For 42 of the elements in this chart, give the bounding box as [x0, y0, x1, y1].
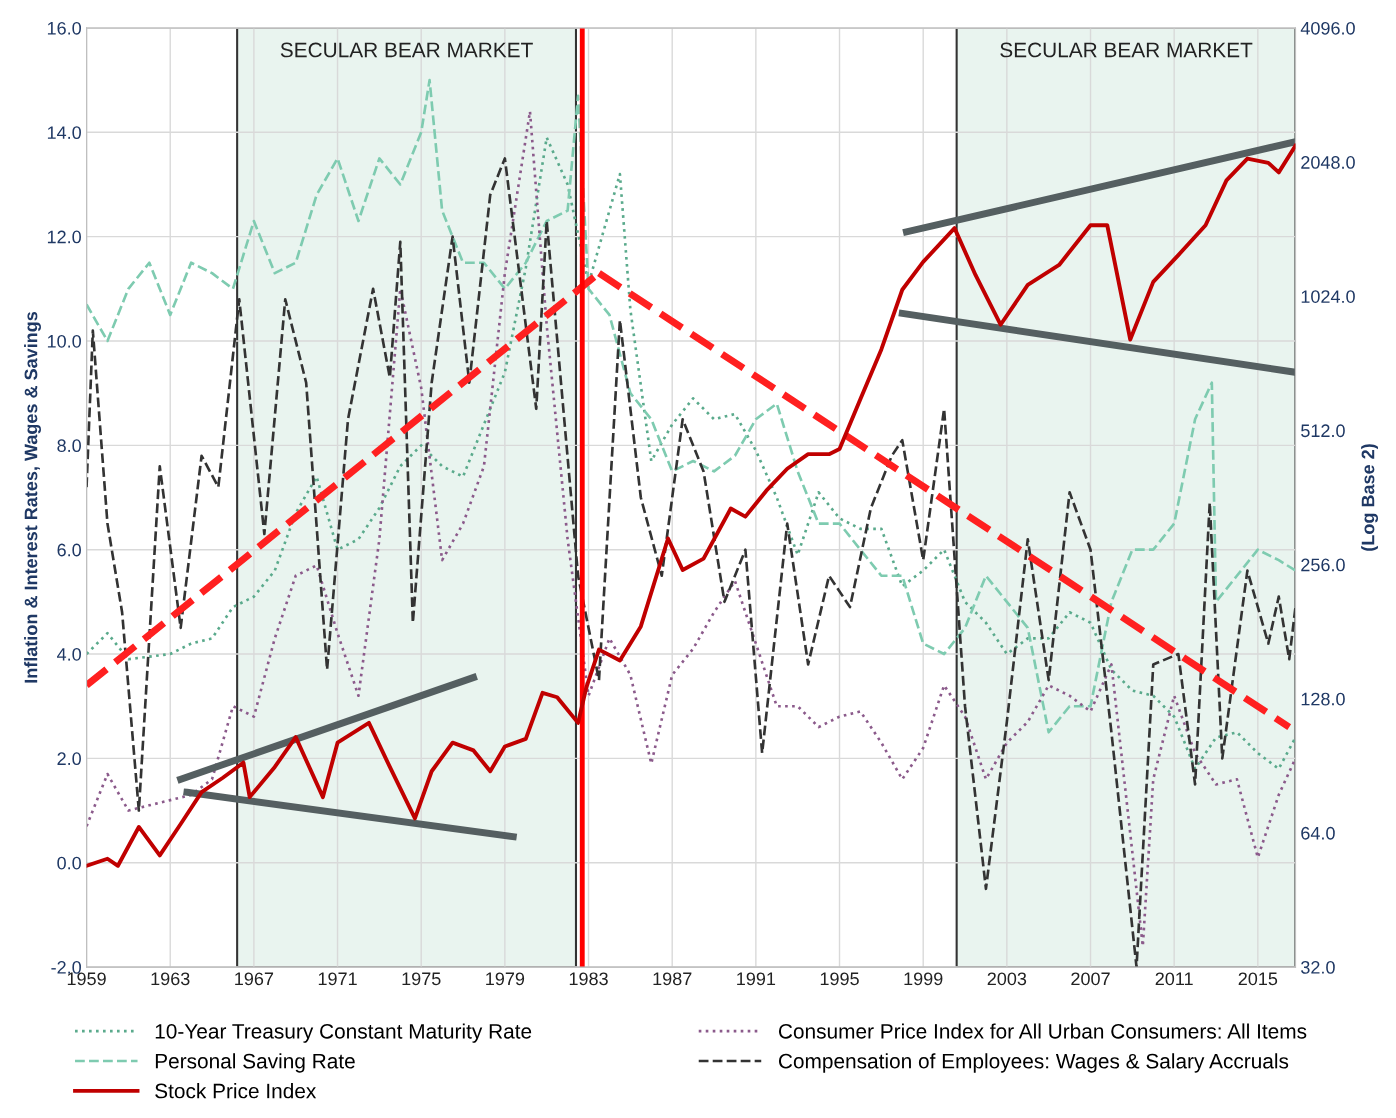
x-tick-label: 1987 — [653, 972, 692, 986]
x-tick-label: 1979 — [486, 972, 525, 986]
y-tick-label: 0.0 — [57, 856, 81, 870]
y2-tick-label: 512.0 — [1301, 424, 1345, 438]
y-tick-label: 16.0 — [47, 21, 81, 35]
y2-tick-label: 32.0 — [1301, 961, 1335, 974]
x-tick-label: 2003 — [987, 972, 1027, 986]
x-tick-label: 2011 — [1155, 972, 1193, 986]
y2-tick-label: 128.0 — [1301, 692, 1345, 706]
band-label: SECULAR BEAR MARKET — [280, 42, 533, 58]
x-tick-label: 1971 — [318, 972, 357, 986]
y2-axis-title: (Log Base 2) — [1361, 444, 1379, 551]
x-tick-label: 1991 — [737, 972, 776, 986]
legend-label: 10-Year Treasury Constant Maturity Rate — [155, 1023, 532, 1043]
y-tick-label: 6.0 — [57, 543, 81, 557]
y-tick-label: 8.0 — [57, 439, 81, 453]
x-tick-label: 1995 — [820, 972, 859, 986]
y2-tick-label: 256.0 — [1301, 558, 1345, 572]
x-tick-label: 2007 — [1071, 972, 1110, 986]
x-tick-label: 1983 — [569, 972, 608, 986]
y-tick-label: 4.0 — [57, 647, 81, 661]
y2-tick-label: 2048.0 — [1301, 156, 1355, 169]
y-tick-label: 14.0 — [47, 126, 81, 140]
x-tick-label: 1975 — [402, 972, 441, 986]
legend-label: Compensation of Employees: Wages & Salary Accruals — [778, 1053, 1289, 1073]
y-tick-label: -2.0 — [51, 961, 81, 974]
legend-label: Personal Saving Rate — [155, 1053, 355, 1073]
band-label: SECULAR BEAR MARKET — [1000, 42, 1253, 58]
legend-label: Stock Price Index — [155, 1083, 317, 1099]
x-tick-label: 1959 — [67, 972, 106, 986]
y2-tick-label: 4096.0 — [1300, 21, 1355, 35]
x-tick-label: 1967 — [235, 972, 274, 986]
y-tick-label: 10.0 — [47, 334, 81, 348]
y-axis-title: Inflation & Interest Rates, Wages & Savings — [24, 311, 41, 683]
legend-label: Consumer Price Index for All Urban Consumers: All Items — [778, 1023, 1307, 1039]
y-tick-label: 2.0 — [57, 752, 81, 766]
y-tick-label: 12.0 — [47, 230, 81, 244]
x-tick-label: 2015 — [1238, 972, 1278, 986]
x-tick-label: 1999 — [904, 972, 943, 986]
x-tick-label: 1963 — [151, 972, 190, 986]
y2-tick-label: 1024.0 — [1301, 290, 1355, 303]
y2-tick-label: 64.0 — [1301, 826, 1335, 840]
